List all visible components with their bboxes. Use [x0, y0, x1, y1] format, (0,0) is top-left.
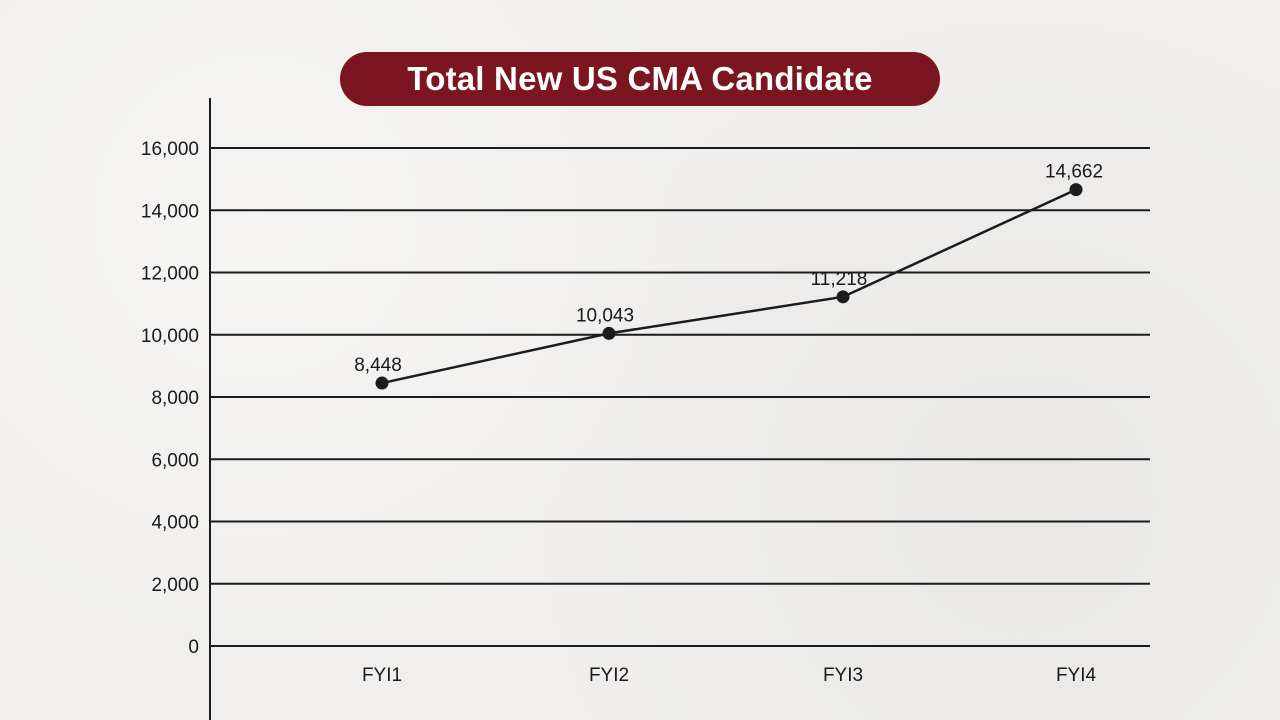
- data-points: [375, 183, 1083, 390]
- y-tick-label: 12,000: [141, 264, 199, 285]
- y-tick-label: 2,000: [151, 575, 199, 596]
- data-label: 10,043: [576, 305, 634, 326]
- y-tick-labels: 0 2,000 4,000 6,000 8,000 10,000 12,000 14,000 1…: [141, 139, 199, 658]
- data-labels: 8,448 10,043 11,218 14,662: [354, 162, 1103, 376]
- y-tick-label: 8,000: [151, 388, 199, 409]
- data-point: [375, 376, 389, 390]
- y-tick-label: 6,000: [151, 450, 199, 471]
- x-tick-label: FYI2: [589, 665, 629, 686]
- gridlines: [210, 147, 1150, 647]
- y-tick-label: 0: [188, 637, 199, 658]
- series-line: [381, 188, 1077, 385]
- data-label: 8,448: [354, 355, 402, 376]
- x-tick-label: FYI3: [823, 665, 863, 686]
- x-tick-labels: FYI1 FYI2 FYI3 FYI4: [362, 665, 1097, 686]
- x-tick-label: FYI4: [1056, 665, 1097, 686]
- y-tick-label: 10,000: [141, 326, 199, 347]
- y-tick-label: 14,000: [141, 201, 199, 222]
- data-label: 11,218: [811, 269, 868, 290]
- chart-title: Total New US CMA Candidate: [340, 52, 940, 106]
- data-point: [602, 326, 616, 340]
- data-point: [1069, 183, 1083, 197]
- y-tick-label: 4,000: [151, 513, 199, 534]
- data-point: [836, 290, 850, 304]
- y-tick-label: 16,000: [141, 139, 199, 160]
- x-tick-label: FYI1: [362, 665, 402, 686]
- data-label: 14,662: [1045, 162, 1103, 183]
